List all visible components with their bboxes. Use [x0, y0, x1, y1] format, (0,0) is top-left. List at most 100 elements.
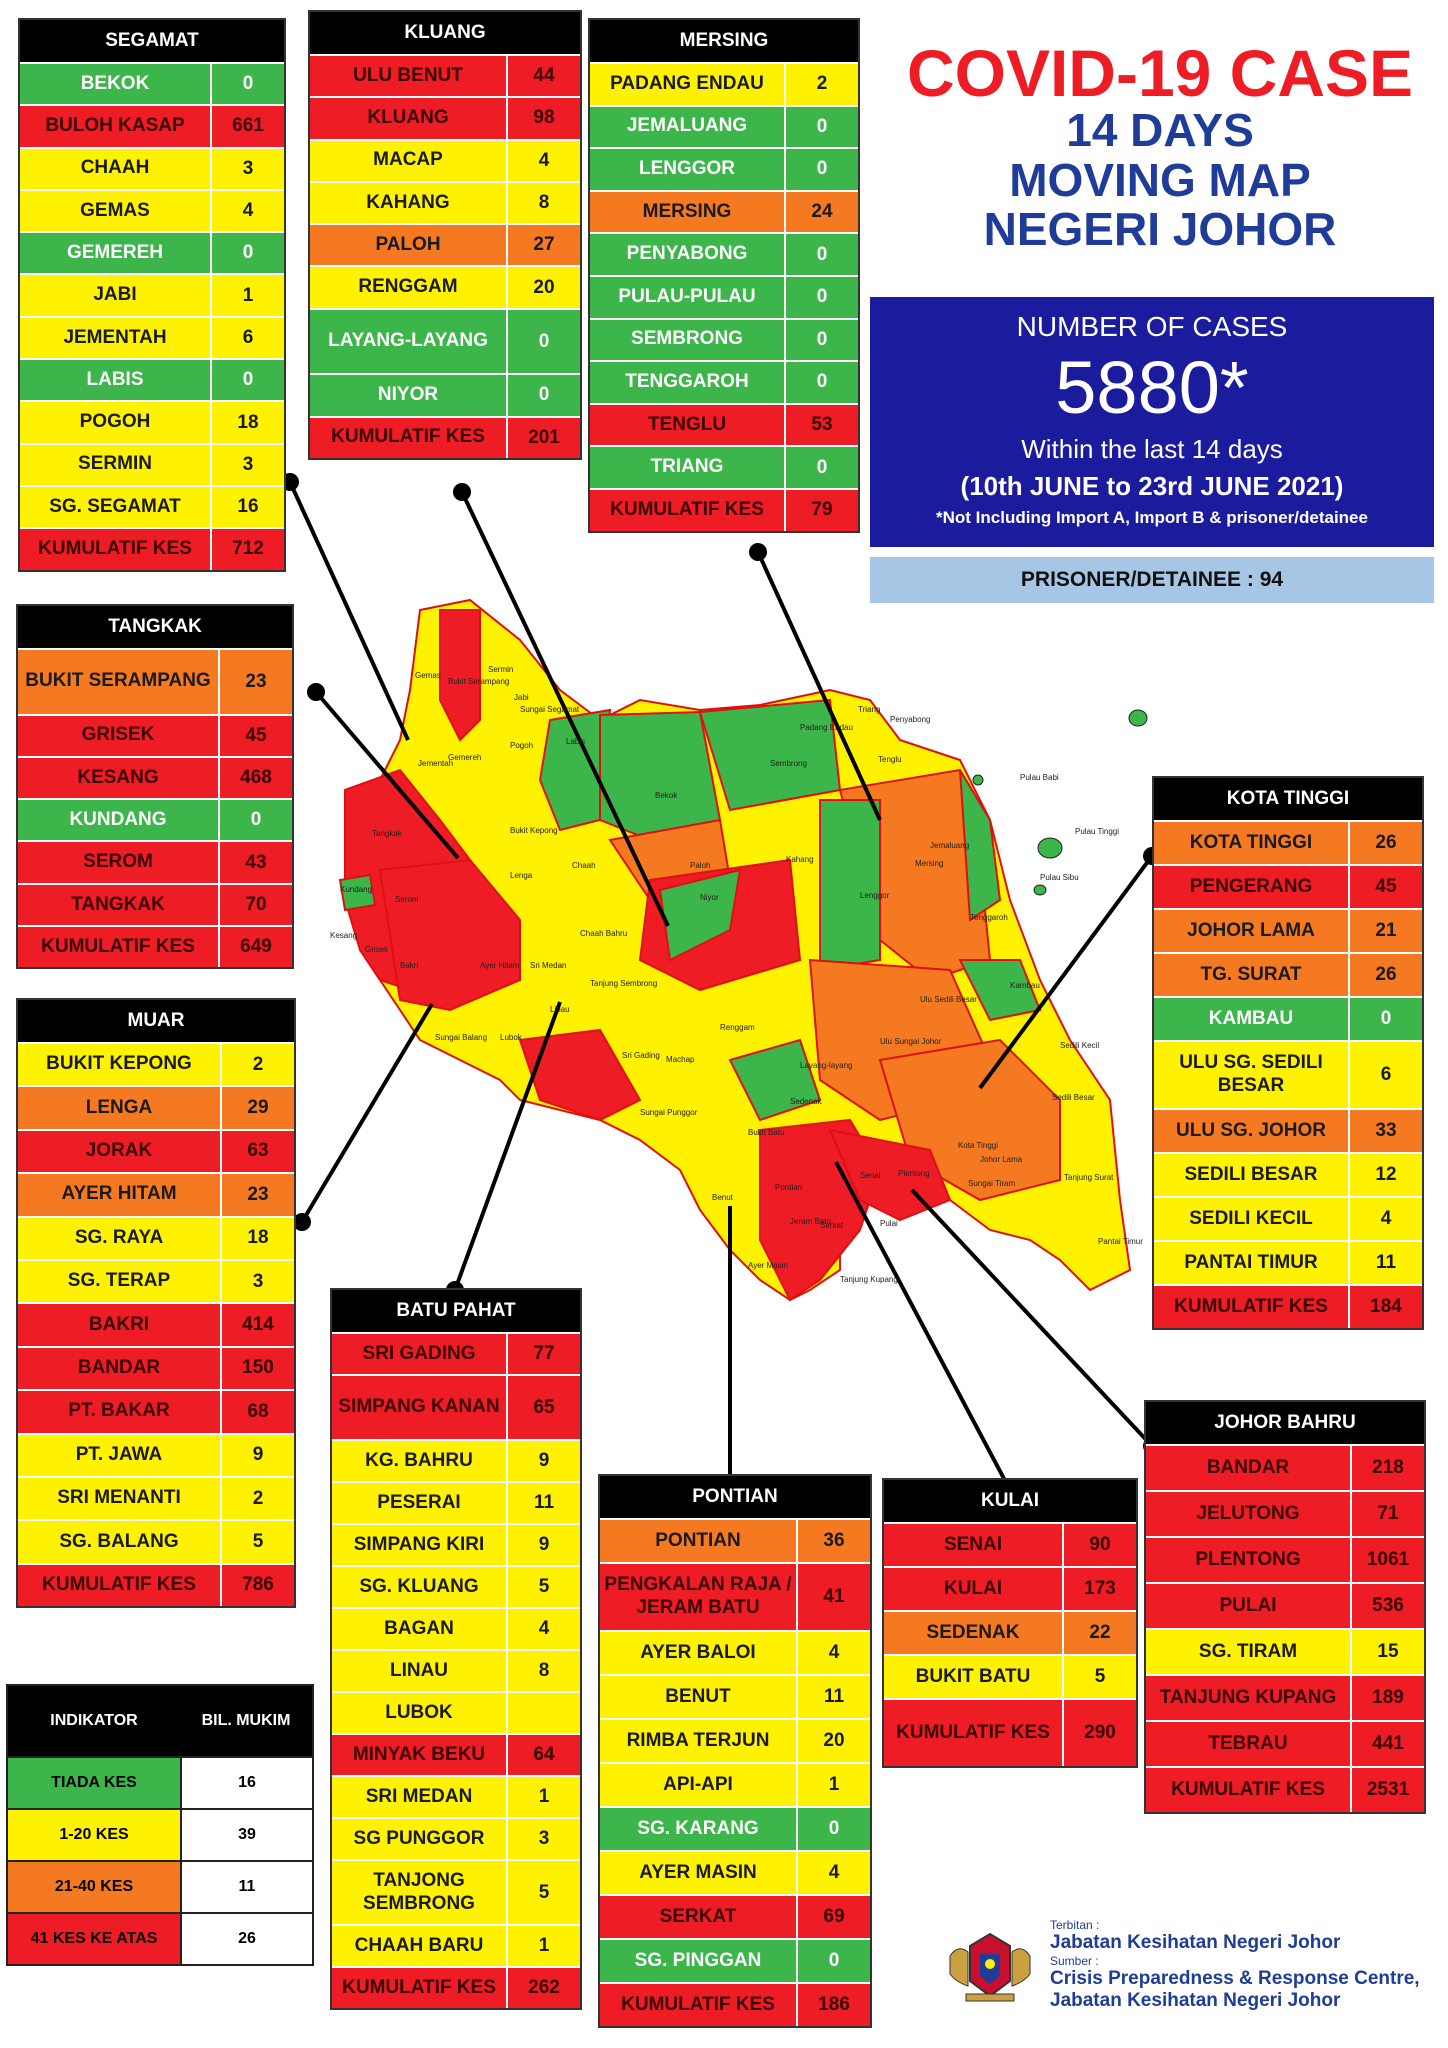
map-region-batu-pahat [518, 1028, 642, 1122]
mukim-row: TG. SURAT 26 [1154, 952, 1422, 996]
map-region-niyor [658, 868, 742, 962]
mukim-name: SIMPANG KIRI [332, 1525, 508, 1566]
mukim-row: BUKIT SERAMPANG 23 [18, 648, 292, 714]
mukim-row: LENGA 29 [18, 1085, 294, 1129]
district-header: KOTA TINGGI [1154, 778, 1422, 820]
mukim-name: ULU SG. SEDILI BESAR [1154, 1042, 1350, 1109]
map-place-label: Pogoh [510, 741, 533, 750]
map-place-label: Bekok [655, 791, 678, 800]
mukim-name: PALOH [310, 225, 508, 266]
map-place-label: Tanjung Surat [1064, 1173, 1114, 1182]
mukim-row: SEMBRONG 0 [590, 317, 858, 361]
mukim-name: SG. TIRAM [1146, 1630, 1352, 1674]
map-islands [972, 709, 1148, 896]
mukim-name: LABIS [20, 360, 212, 401]
legend-label: 21-40 KES [8, 1862, 182, 1912]
mukim-case-count: 0 [538, 330, 550, 352]
mukim-name: SERMIN [20, 444, 212, 485]
mukim-case-count: 16 [237, 496, 259, 518]
mukim-case-count: 9 [538, 1534, 550, 1556]
mukim-name: SEDILI KECIL [1154, 1198, 1350, 1241]
mukim-case-count: 11 [823, 1686, 845, 1708]
map-place-label: Kota Tinggi [958, 1141, 998, 1150]
mukim-case-count: 0 [538, 384, 550, 406]
map-place-label: Jeram Batu [790, 1217, 831, 1226]
mukim-case-count: 1 [828, 1774, 840, 1796]
district-header: TANGKAK [18, 606, 292, 648]
map-place-label: Sedili Besar [1052, 1093, 1095, 1102]
mukim-row: KG. BAHRU 9 [332, 1439, 580, 1482]
mukim-case-count: 27 [533, 234, 555, 256]
mukim-name: AYER HITAM [18, 1174, 222, 1216]
map-place-label: Lenggor [860, 891, 890, 900]
mukim-row: PENYABONG 0 [590, 232, 858, 275]
mukim-case-count: 20 [823, 1730, 845, 1752]
mukim-name: GRISEK [18, 715, 220, 756]
mukim-name: BUKIT SERAMPANG [18, 650, 220, 714]
mukim-row: MACAP 4 [310, 138, 580, 181]
mukim-name: MERSING [590, 191, 786, 233]
mukim-case-count: 441 [1372, 1733, 1404, 1754]
map-place-label: Sedenak [790, 1097, 823, 1106]
legend-label: 41 KES KE ATAS [8, 1914, 182, 1964]
mukim-name: KAMBAU [1154, 998, 1350, 1040]
mukim-case-count: 1 [242, 284, 254, 306]
map-region-pontian [759, 1118, 882, 1302]
mukim-name: PADANG ENDAU [590, 64, 786, 105]
mukim-name: NIYOR [310, 375, 508, 416]
mukim-row: AYER MASIN 4 [600, 1850, 870, 1895]
mukim-name: SERKAT [600, 1896, 798, 1939]
mukim-name: RIMBA TERJUN [600, 1720, 798, 1763]
mukim-row: PLENTONG 1061 [1146, 1536, 1424, 1582]
mukim-case-count: 150 [242, 1357, 274, 1379]
map-place-label: Sembrong [770, 759, 807, 768]
mukim-name: SENAI [884, 1524, 1064, 1566]
district-table-muar: MUAR BUKIT KEPONG 2 LENGA 29 JORAK 63 AYER HITA… [16, 998, 296, 1609]
mukim-name: TANGKAK [18, 884, 220, 926]
mukim-name: SG. SEGAMAT [20, 486, 212, 528]
map-place-label: Niyor [700, 893, 719, 902]
map-place-label: Linau [550, 1005, 570, 1014]
legend-label: 1-20 KES [8, 1810, 182, 1860]
mukim-case-count: 11 [1375, 1252, 1397, 1274]
district-table-mersing: MERSING PADANG ENDAU 2 JEMALUANG 0 LENGGOR 0 ME… [588, 18, 860, 533]
total-label: KUMULATIF KES [18, 1564, 222, 1607]
district-total-row: KUMULATIF KES 262 [332, 1966, 580, 2009]
mukim-case-count: 4 [538, 149, 550, 171]
mukim-name: PENYABONG [590, 234, 786, 275]
mukim-row: PENGKALAN RAJA / JERAM BATU 41 [600, 1562, 870, 1631]
mukim-row: BAGAN 4 [332, 1607, 580, 1650]
mukim-row: SG. PINGGAN 0 [600, 1938, 870, 1983]
map-place-label: Kambau [1010, 981, 1040, 990]
map-region-paloh [608, 818, 732, 902]
mukim-case-count: 41 [823, 1586, 845, 1608]
mukim-case-count: 9 [538, 1450, 550, 1472]
mukim-case-count: 6 [1380, 1064, 1392, 1086]
map-place-label: Kahang [786, 855, 814, 864]
mukim-case-count: 26 [1375, 964, 1397, 985]
mukim-row: SG PUNGGOR 3 [332, 1817, 580, 1860]
mukim-row: GRISEK 45 [18, 713, 292, 756]
legend-count: 26 [182, 1914, 312, 1964]
map-place-label: Grisek [365, 945, 389, 954]
map-region-ulu-sungai-johor [808, 958, 992, 1122]
mukim-name: LAYANG-LAYANG [310, 309, 508, 374]
mukim-row: LUBOK [332, 1691, 580, 1734]
map-place-label: Tenggaroh [970, 913, 1008, 922]
mukim-row: KULAI 173 [884, 1566, 1136, 1610]
mukim-name: PT. JAWA [18, 1434, 222, 1476]
map-place-label: Sri Medan [530, 961, 566, 970]
mukim-case-count: 5 [1094, 1666, 1106, 1687]
map-region-buloh-kasap [439, 609, 481, 742]
map-place-label: Machap [666, 1055, 695, 1064]
mukim-row: SRI MENANTI 2 [18, 1475, 294, 1520]
map-region-muar [378, 858, 521, 1012]
mukim-case-count: 0 [242, 242, 254, 264]
mukim-row: LINAU 8 [332, 1649, 580, 1692]
map-place-label: Labis [566, 737, 585, 746]
mukim-name: CHAAH BARU [332, 1926, 508, 1967]
district-header: BATU PAHAT [332, 1290, 580, 1332]
mukim-row: GEMAS 4 [20, 188, 284, 232]
mukim-case-count: 4 [828, 1642, 840, 1664]
total-value: 201 [528, 426, 560, 448]
